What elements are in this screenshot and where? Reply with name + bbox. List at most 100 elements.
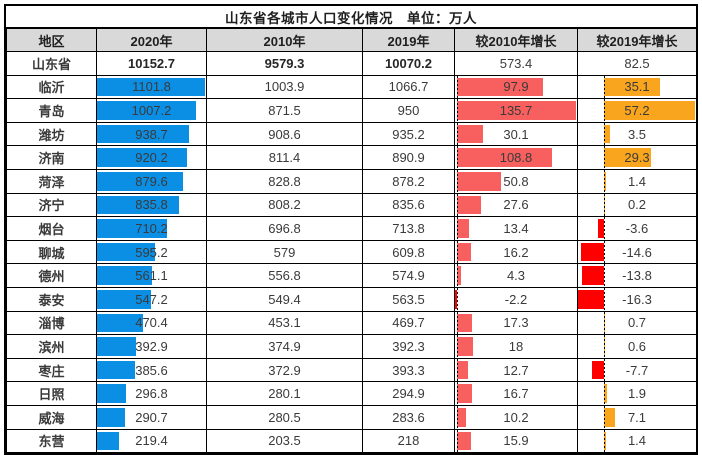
value-cell[interactable]: 920.2	[97, 146, 207, 170]
value-cell[interactable]: 908.6	[207, 122, 363, 146]
region-cell[interactable]: 泰安	[7, 287, 97, 311]
value-cell[interactable]: 470.4	[97, 311, 207, 335]
value-cell[interactable]: -7.7	[578, 358, 697, 382]
value-cell[interactable]: 574.9	[363, 264, 455, 288]
region-cell[interactable]: 菏泽	[7, 169, 97, 193]
value-cell[interactable]: 16.2	[455, 240, 578, 264]
value-cell[interactable]: 1007.2	[97, 99, 207, 123]
value-cell[interactable]: -14.6	[578, 240, 697, 264]
region-cell[interactable]: 烟台	[7, 217, 97, 241]
value-cell[interactable]: 573.4	[455, 52, 578, 76]
value-cell[interactable]: 835.6	[363, 193, 455, 217]
value-cell[interactable]: 4.3	[455, 264, 578, 288]
column-header[interactable]: 较2019年增长	[578, 29, 697, 52]
value-cell[interactable]: 203.5	[207, 429, 363, 453]
value-cell[interactable]: 549.4	[207, 287, 363, 311]
region-cell[interactable]: 日照	[7, 382, 97, 406]
value-cell[interactable]: 950	[363, 99, 455, 123]
value-cell[interactable]: 469.7	[363, 311, 455, 335]
value-cell[interactable]: 290.7	[97, 405, 207, 429]
value-cell[interactable]: 385.6	[97, 358, 207, 382]
value-cell[interactable]: 871.5	[207, 99, 363, 123]
value-cell[interactable]: 97.9	[455, 75, 578, 99]
value-cell[interactable]: 294.9	[363, 382, 455, 406]
value-cell[interactable]: 372.9	[207, 358, 363, 382]
value-cell[interactable]: 547.2	[97, 287, 207, 311]
value-cell[interactable]: 1.4	[578, 169, 697, 193]
value-cell[interactable]: 7.1	[578, 405, 697, 429]
value-cell[interactable]: 296.8	[97, 382, 207, 406]
value-cell[interactable]: 1.9	[578, 382, 697, 406]
value-cell[interactable]: 280.5	[207, 405, 363, 429]
value-cell[interactable]: 811.4	[207, 146, 363, 170]
value-cell[interactable]: 0.6	[578, 335, 697, 359]
value-cell[interactable]: 57.2	[578, 99, 697, 123]
value-cell[interactable]: 16.7	[455, 382, 578, 406]
region-cell[interactable]: 聊城	[7, 240, 97, 264]
value-cell[interactable]: 563.5	[363, 287, 455, 311]
region-cell[interactable]: 枣庄	[7, 358, 97, 382]
value-cell[interactable]: 828.8	[207, 169, 363, 193]
value-cell[interactable]: 808.2	[207, 193, 363, 217]
value-cell[interactable]: 0.7	[578, 311, 697, 335]
value-cell[interactable]: 18	[455, 335, 578, 359]
region-cell[interactable]: 潍坊	[7, 122, 97, 146]
value-cell[interactable]: 556.8	[207, 264, 363, 288]
value-cell[interactable]: 595.2	[97, 240, 207, 264]
value-cell[interactable]: 0.2	[578, 193, 697, 217]
value-cell[interactable]: 393.3	[363, 358, 455, 382]
value-cell[interactable]: 453.1	[207, 311, 363, 335]
value-cell[interactable]: 9579.3	[207, 52, 363, 76]
value-cell[interactable]: 935.2	[363, 122, 455, 146]
value-cell[interactable]: 374.9	[207, 335, 363, 359]
value-cell[interactable]: 29.3	[578, 146, 697, 170]
value-cell[interactable]: 561.1	[97, 264, 207, 288]
value-cell[interactable]: -3.6	[578, 217, 697, 241]
value-cell[interactable]: 392.3	[363, 335, 455, 359]
column-header[interactable]: 2020年	[97, 29, 207, 52]
value-cell[interactable]: 283.6	[363, 405, 455, 429]
region-cell[interactable]: 山东省	[7, 52, 97, 76]
value-cell[interactable]: 219.4	[97, 429, 207, 453]
value-cell[interactable]: 696.8	[207, 217, 363, 241]
value-cell[interactable]: 15.9	[455, 429, 578, 453]
region-cell[interactable]: 东营	[7, 429, 97, 453]
column-header[interactable]: 2010年	[207, 29, 363, 52]
value-cell[interactable]: 710.2	[97, 217, 207, 241]
region-cell[interactable]: 青岛	[7, 99, 97, 123]
value-cell[interactable]: 135.7	[455, 99, 578, 123]
value-cell[interactable]: 13.4	[455, 217, 578, 241]
value-cell[interactable]: 1066.7	[363, 75, 455, 99]
value-cell[interactable]: 1.4	[578, 429, 697, 453]
column-header[interactable]: 2019年	[363, 29, 455, 52]
region-cell[interactable]: 临沂	[7, 75, 97, 99]
value-cell[interactable]: 218	[363, 429, 455, 453]
value-cell[interactable]: 17.3	[455, 311, 578, 335]
region-cell[interactable]: 滨州	[7, 335, 97, 359]
value-cell[interactable]: 835.8	[97, 193, 207, 217]
value-cell[interactable]: -13.8	[578, 264, 697, 288]
value-cell[interactable]: -16.3	[578, 287, 697, 311]
value-cell[interactable]: 30.1	[455, 122, 578, 146]
value-cell[interactable]: 10070.2	[363, 52, 455, 76]
region-cell[interactable]: 威海	[7, 405, 97, 429]
value-cell[interactable]: 12.7	[455, 358, 578, 382]
value-cell[interactable]: 879.6	[97, 169, 207, 193]
column-header[interactable]: 地区	[7, 29, 97, 52]
value-cell[interactable]: 50.8	[455, 169, 578, 193]
region-cell[interactable]: 德州	[7, 264, 97, 288]
value-cell[interactable]: 82.5	[578, 52, 697, 76]
value-cell[interactable]: 878.2	[363, 169, 455, 193]
value-cell[interactable]: 713.8	[363, 217, 455, 241]
value-cell[interactable]: 280.1	[207, 382, 363, 406]
column-header[interactable]: 较2010年增长	[455, 29, 578, 52]
value-cell[interactable]: 35.1	[578, 75, 697, 99]
value-cell[interactable]: 609.8	[363, 240, 455, 264]
value-cell[interactable]: 1003.9	[207, 75, 363, 99]
value-cell[interactable]: -2.2	[455, 287, 578, 311]
value-cell[interactable]: 938.7	[97, 122, 207, 146]
value-cell[interactable]: 3.5	[578, 122, 697, 146]
value-cell[interactable]: 27.6	[455, 193, 578, 217]
value-cell[interactable]: 890.9	[363, 146, 455, 170]
value-cell[interactable]: 1101.8	[97, 75, 207, 99]
